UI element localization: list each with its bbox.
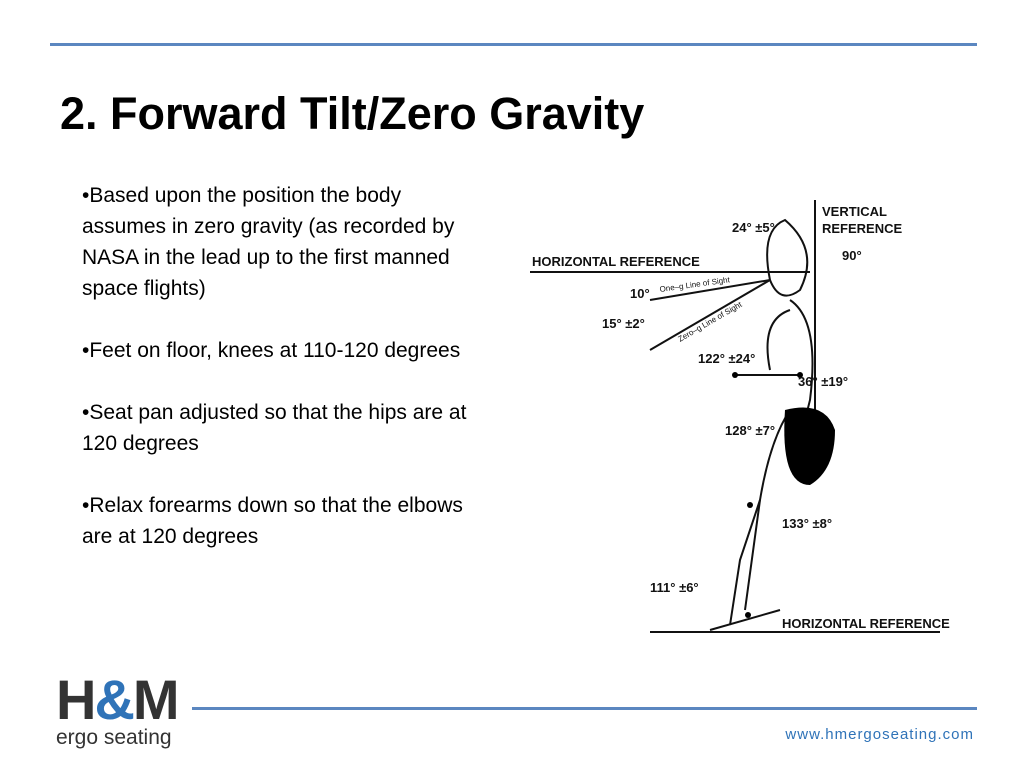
logo-letter: H [56,668,96,731]
footer-rule [192,707,977,710]
logo: H&M ergo seating [56,672,180,750]
logo-brand: H&M [56,672,180,728]
top-rule [50,43,977,46]
slide-title: 2. Forward Tilt/Zero Gravity [60,88,645,139]
figure-label: 24° ±5° [732,220,775,235]
bullet-list: •Based upon the position the body assume… [82,180,487,583]
figure-label: REFERENCE [822,221,903,236]
bullet: •Based upon the position the body assume… [82,184,455,300]
figure-label: 122° ±24° [698,351,755,366]
figure-label: 15° ±2° [602,316,645,331]
logo-tagline: ergo seating [56,726,172,749]
logo-letter: M [132,668,180,731]
figure-label: VERTICAL [822,204,887,219]
posture-figure: VERTICAL REFERENCE HORIZONTAL REFERENCE … [530,200,950,633]
figure-label: 133° ±8° [782,516,832,531]
figure-label: Zero–g Line of Sight [677,300,745,344]
footer-url: www.hmergoseating.com [785,726,974,743]
bullet: •Feet on floor, knees at 110-120 degrees [82,339,461,362]
figure-label: HORIZONTAL REFERENCE [532,254,700,269]
figure-label: One–g Line of Sight [659,275,731,294]
seat-shape [784,407,835,485]
bullet: •Seat pan adjusted so that the hips are … [82,401,467,455]
figure-label: HORIZONTAL REFERENCE [782,616,950,631]
figure-label: 10° [630,286,650,301]
figure-label: 90° [842,248,862,263]
figure-label: 111° ±6° [650,580,699,595]
bullet: •Relax forearms down so that the elbows … [82,494,463,548]
logo-amp: & [94,668,134,731]
figure-label: 128° ±7° [725,423,775,438]
figure-label: 36° ±19° [798,374,848,389]
